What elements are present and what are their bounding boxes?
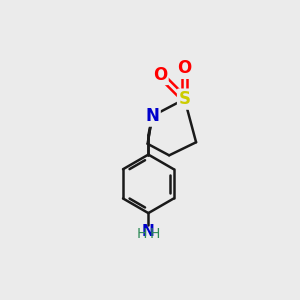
Text: O: O [153, 65, 167, 83]
Text: S: S [178, 90, 190, 108]
Text: H: H [150, 227, 160, 241]
Text: O: O [177, 59, 192, 77]
Text: N: N [142, 224, 155, 239]
Text: N: N [145, 107, 159, 125]
Text: H: H [136, 227, 147, 241]
